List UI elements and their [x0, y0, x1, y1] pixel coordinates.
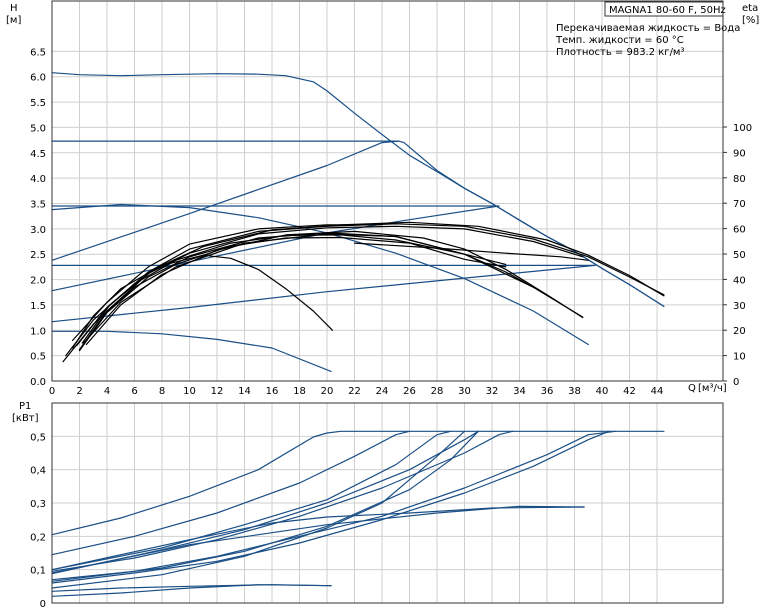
eta-tick-label: 100 — [733, 123, 752, 134]
head-axis-label: H — [10, 3, 18, 14]
head-tick-label: 6.5 — [30, 47, 46, 58]
info-title: MAGNA1 80-60 F, 50Hz — [609, 5, 726, 16]
eta-tick-label: 80 — [733, 174, 746, 185]
head-tick-label: 3.0 — [30, 225, 46, 236]
x-tick-label: 34 — [513, 386, 526, 397]
head-series-line — [51, 140, 400, 261]
eta-tick-label: 0 — [733, 377, 739, 388]
head-tick-label: 1.0 — [30, 326, 46, 337]
x-tick-label: 36 — [541, 386, 554, 397]
power-tick-label: 0,3 — [30, 499, 46, 510]
x-tick-label: 2 — [76, 386, 82, 397]
x-tick-label: 42 — [623, 386, 636, 397]
power-tick-label: 0,1 — [30, 566, 46, 577]
eta-tick-label: 50 — [733, 250, 746, 261]
head-series-line — [85, 230, 584, 346]
power-axis-unit: [кВт] — [12, 413, 39, 424]
x-tick-label: 18 — [293, 386, 306, 397]
tick-labels: 0 2 4 6 8 10 12 14 16 18 20 22 24 26 28 30 32 34 36 38 40 42 4… — [30, 47, 752, 610]
x-tick-label: 26 — [403, 386, 416, 397]
eta-tick-label: 10 — [733, 352, 746, 363]
power-series-line — [51, 430, 514, 572]
head-tick-label: 0.0 — [30, 377, 46, 388]
power-axis-label: P1 — [19, 401, 31, 412]
power-series-line — [51, 430, 610, 584]
head-series-line — [71, 224, 383, 341]
eta-tick-label: 70 — [733, 199, 746, 210]
head-series-line — [51, 330, 332, 372]
info-density: Плотность = 983.2 кг/м³ — [556, 47, 685, 58]
x-tick-label: 14 — [238, 386, 251, 397]
x-tick-label: 24 — [376, 386, 389, 397]
head-chart-series — [51, 72, 665, 372]
eta-tick-label: 60 — [733, 225, 746, 236]
power-series-line — [51, 584, 332, 597]
head-series-line — [76, 223, 665, 347]
info-temp: Темп. жидкости = 60 °C — [555, 35, 684, 46]
power-chart-grid — [51, 403, 723, 604]
head-tick-label: 2.5 — [30, 250, 46, 261]
power-tick-label: 0,4 — [30, 466, 46, 477]
head-series-line — [62, 236, 507, 363]
info-liquid: Перекачиваемая жидкость = Вода — [556, 23, 740, 34]
head-series-line — [82, 233, 534, 344]
x-tick-label: 6 — [131, 386, 137, 397]
eta-tick-label: 20 — [733, 326, 746, 337]
head-series-line — [353, 242, 589, 261]
flow-axis-label: Q — [688, 383, 696, 394]
head-axis-unit: [м] — [6, 15, 21, 26]
power-series-line — [51, 430, 617, 581]
head-tick-label: 6.0 — [30, 73, 46, 84]
x-tick-label: 38 — [568, 386, 581, 397]
x-tick-label: 12 — [211, 386, 224, 397]
head-series-line — [78, 225, 584, 351]
head-series-line — [81, 221, 665, 344]
eta-tick-label: 40 — [733, 275, 746, 286]
head-tick-label: 3.5 — [30, 200, 46, 211]
power-series-line — [51, 505, 585, 574]
power-series-line — [51, 430, 452, 571]
power-tick-label: 0,5 — [30, 432, 46, 443]
x-tick-label: 44 — [651, 386, 664, 397]
power-series-line — [51, 430, 479, 582]
x-tick-label: 40 — [596, 386, 609, 397]
x-tick-label: 10 — [183, 386, 196, 397]
power-chart-frame — [51, 402, 724, 604]
head-tick-label: 5.0 — [30, 123, 46, 134]
head-tick-label: 2.0 — [30, 276, 46, 287]
x-tick-label: 20 — [321, 386, 334, 397]
eta-axis-unit: [%] — [742, 15, 759, 26]
x-tick-label: 22 — [348, 386, 361, 397]
x-tick-label: 16 — [266, 386, 279, 397]
eta-tick-label: 30 — [733, 301, 746, 312]
power-tick-label: 0,2 — [30, 532, 46, 543]
head-chart-frame — [51, 0, 724, 382]
head-tick-label: 4.0 — [30, 174, 46, 185]
power-tick-label: 0 — [40, 599, 46, 610]
head-series-line — [51, 140, 665, 307]
head-tick-label: 1.5 — [30, 301, 46, 312]
x-tick-label: 0 — [49, 386, 55, 397]
head-tick-label: 5.5 — [30, 98, 46, 109]
head-chart-grid — [51, 1, 723, 382]
power-series-line — [51, 430, 665, 536]
power-series-line — [51, 430, 479, 575]
head-series-line — [71, 254, 334, 349]
x-tick-label: 32 — [486, 386, 499, 397]
eta-axis-label: eta — [742, 3, 758, 14]
x-tick-label: 28 — [431, 386, 444, 397]
head-tick-label: 4.5 — [30, 149, 46, 160]
x-tick-label: 30 — [458, 386, 471, 397]
power-chart-series — [51, 430, 665, 597]
eta-tick-label: 90 — [733, 148, 746, 159]
flow-axis-unit: [м³/ч] — [698, 383, 727, 394]
x-tick-label: 8 — [159, 386, 165, 397]
head-tick-label: 0.5 — [30, 352, 46, 363]
power-series-line — [51, 430, 411, 556]
x-tick-label: 4 — [104, 386, 110, 397]
